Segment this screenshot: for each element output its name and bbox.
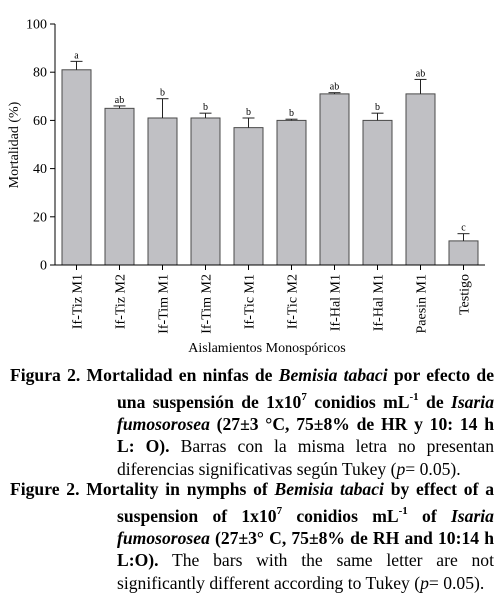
y-tick-label: 80 [33,66,47,81]
x-axis-label: Aislamientos Monospóricos [188,341,346,356]
caption-text: Barras con la misma letra no presentan d… [117,436,494,479]
bar [276,119,307,266]
caption-text: Mortalidad en ninfas de [86,365,273,385]
bar [61,69,92,266]
x-tick-label: If-Tiz M1 [71,274,86,329]
x-tick-label: If-Tim M2 [200,274,215,334]
species-name: Bemisia tabaci [274,479,384,499]
x-tick-label: If-Tic M1 [243,274,258,329]
caption-text: = 0.05). [405,458,461,479]
y-axis-label: Mortalidad (%) [7,101,22,188]
bar [448,240,479,266]
caption-text: by effect of a suspension of 1x10 [117,479,495,526]
caption-text: conidios mL [296,505,399,526]
figure-caption-spanish: Figura 2. Mortalidad en ninfas de Bemisi… [10,364,494,480]
x-tick-label: If-Tiz M2 [114,274,129,329]
species-name: Bemisia tabaci [278,365,388,385]
x-tick-label: Paesin M1 [415,274,430,334]
bar [233,127,264,266]
x-tick-label: If-Tic M2 [286,274,301,329]
x-axis: If-Tiz M1 If-Tiz M2 If-Tim M1 If-Tim M2 If-T… [55,264,485,334]
y-tick-label: 0 [40,259,47,274]
bar [104,107,135,266]
caption-text: of [422,505,437,526]
bar [147,117,178,266]
y-tick-label: 100 [26,18,47,33]
exponent: -1 [409,391,419,404]
caption-text: Mortality in nymphs of [86,479,268,499]
caption-text: (27±3 °C, 75±8% de HR y 10: 14 h L: O). [117,413,494,457]
p-symbol: p [396,458,406,479]
significance-letter: c [461,223,466,234]
caption-text: por efecto de una suspensión de 1x10 [117,365,495,412]
y-tick-label: 60 [33,114,47,129]
x-tick-label: If-Tim M1 [157,274,172,334]
caption-label: Figure 2. [10,479,80,499]
exponent: -1 [398,505,408,518]
bar [319,93,350,266]
caption-text: conidios mL [314,391,410,412]
significance-letter: a [74,50,79,61]
figure-caption-english: Figure 2. Mortality in nymphs of Bemisia… [10,478,494,594]
caption-text: = 0.05). [428,572,485,593]
caption-text: de [426,391,444,412]
exponent: 7 [276,505,283,518]
caption-text: The bars with the same letter are not si… [117,550,494,593]
bars-group: a ab b b b b ab b ab c [61,50,479,266]
significance-letter: b [375,102,380,113]
bar [405,93,436,266]
x-tick-label: Testigo [458,274,473,315]
y-axis: 0 20 40 60 80 100 [26,18,56,274]
exponent: 7 [301,391,307,404]
significance-letter: ab [416,68,425,79]
significance-letter: ab [330,82,339,93]
bar [362,119,393,266]
significance-letter: b [246,107,251,118]
significance-letter: b [289,108,294,119]
significance-letter: b [160,88,165,99]
significance-letter: ab [115,95,124,106]
caption-label: Figura 2. [10,365,81,385]
x-tick-label: If-Hal M1 [372,274,387,331]
bar [190,117,221,266]
significance-letter: b [203,102,208,113]
caption-text: (27±3° C, 75±8% de RH and 10:14 h L:O). [117,527,494,571]
p-symbol: p [420,572,429,593]
x-tick-label: If-Hal M1 [329,274,344,331]
y-tick-label: 40 [33,162,47,177]
y-tick-label: 20 [33,210,47,225]
species-name: Isaria fumosorosea [117,505,494,548]
species-name: Isaria fumosorosea [117,391,494,434]
